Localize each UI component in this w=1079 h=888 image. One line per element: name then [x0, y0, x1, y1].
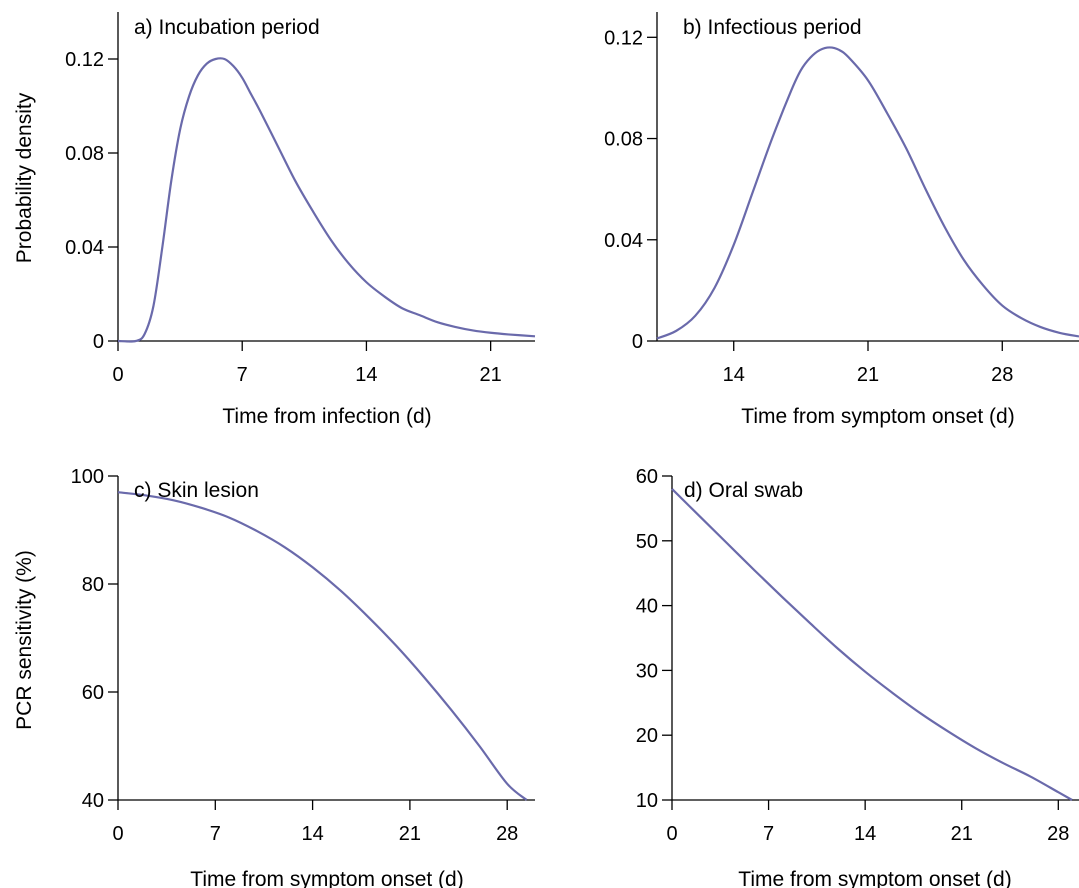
panel-c-y-tick-label: 40	[82, 790, 104, 812]
panel-c-x-tick-label: 0	[112, 823, 123, 845]
panel-d: 10 20 30 40 50 60 0 7 14 21 28 d) Oral swab Time …	[636, 466, 1079, 888]
panel-d-x-tick-label: 28	[1047, 823, 1069, 845]
panel-c-y-tick-label: 60	[82, 682, 104, 704]
panel-a-x-tick-label: 0	[112, 364, 123, 386]
panel-c-y-tick-label: 80	[82, 574, 104, 596]
panel-a-x-tick-label: 7	[237, 364, 248, 386]
panel-b-x-axis-label: Time from symptom onset (d)	[741, 405, 1014, 428]
panel-b-x-ticks: 14 21 28	[723, 341, 1013, 386]
panel-b-y-tick-label: 0.08	[604, 129, 643, 151]
panel-d-title: d) Oral swab	[684, 479, 803, 502]
panel-a-y-tick-label: 0.08	[65, 143, 104, 165]
panel-c-title: c) Skin lesion	[134, 479, 259, 502]
panel-d-series-line	[671, 488, 1073, 801]
panel-d-x-ticks: 0 7 14 21 28	[666, 800, 1069, 845]
panel-a-x-ticks: 0 7 14 21	[112, 341, 502, 386]
panel-b-series-line	[656, 46, 1079, 340]
panel-c-y-ticks: 40 60 80 100	[71, 466, 118, 812]
panel-d-x-tick-label: 0	[666, 823, 677, 845]
panel-d-x-tick-label: 7	[763, 823, 774, 845]
panel-a-x-tick-label: 21	[480, 364, 502, 386]
panel-a-y-ticks: 0 0.04 0.08 0.12	[65, 49, 118, 353]
panel-b-y-tick-label: 0	[632, 331, 643, 353]
panel-c: 40 60 80 100 0 7 14 21 28 c) Skin lesion Time f…	[13, 466, 535, 888]
panel-d-y-tick-label: 40	[636, 596, 658, 618]
panel-b: 0 0.04 0.08 0.12 14 21 28 b) Infectious perio…	[604, 12, 1079, 428]
panel-c-x-tick-label: 7	[210, 823, 221, 845]
panel-a-series-line	[117, 57, 536, 343]
panel-b-x-tick-label: 28	[991, 364, 1013, 386]
panel-c-x-tick-label: 14	[301, 823, 323, 845]
panel-a-y-tick-label: 0	[93, 331, 104, 353]
panel-d-y-tick-label: 60	[636, 466, 658, 488]
panel-a-x-axis-label: Time from infection (d)	[222, 405, 431, 428]
panel-d-y-tick-label: 50	[636, 531, 658, 553]
panel-c-x-axis-label: Time from symptom onset (d)	[190, 868, 463, 888]
panel-a-y-tick-label: 0.12	[65, 49, 104, 71]
panel-c-y-axis-label: PCR sensitivity (%)	[13, 550, 36, 730]
panel-c-y-tick-label: 100	[71, 466, 104, 488]
panel-b-y-tick-label: 0.12	[604, 27, 643, 49]
panel-d-x-tick-label: 21	[951, 823, 973, 845]
panel-d-y-tick-label: 30	[636, 660, 658, 682]
panel-c-x-tick-label: 21	[399, 823, 421, 845]
panel-c-x-tick-label: 28	[496, 823, 518, 845]
panel-a-y-tick-label: 0.04	[65, 237, 104, 259]
panel-a: 0 0.04 0.08 0.12 0 7 14 21 a) Incubation perio…	[13, 12, 536, 428]
panel-d-x-tick-label: 14	[854, 823, 876, 845]
panel-d-y-ticks: 10 20 30 40 50 60	[636, 466, 672, 812]
panel-b-x-tick-label: 14	[723, 364, 745, 386]
panel-c-x-ticks: 0 7 14 21 28	[112, 800, 518, 845]
panel-a-x-tick-label: 14	[355, 364, 377, 386]
panel-b-title: b) Infectious period	[683, 16, 862, 39]
panel-b-y-ticks: 0 0.04 0.08 0.12	[604, 27, 657, 353]
panel-d-y-tick-label: 10	[636, 790, 658, 812]
panel-b-y-tick-label: 0.04	[604, 230, 643, 252]
panel-c-series-line	[117, 491, 528, 801]
panel-b-x-tick-label: 21	[857, 364, 879, 386]
panel-d-y-tick-label: 20	[636, 725, 658, 747]
panel-a-title: a) Incubation period	[134, 16, 320, 39]
panel-a-y-axis-label: Probability density	[13, 92, 36, 263]
panel-d-x-axis-label: Time from symptom onset (d)	[738, 868, 1011, 888]
